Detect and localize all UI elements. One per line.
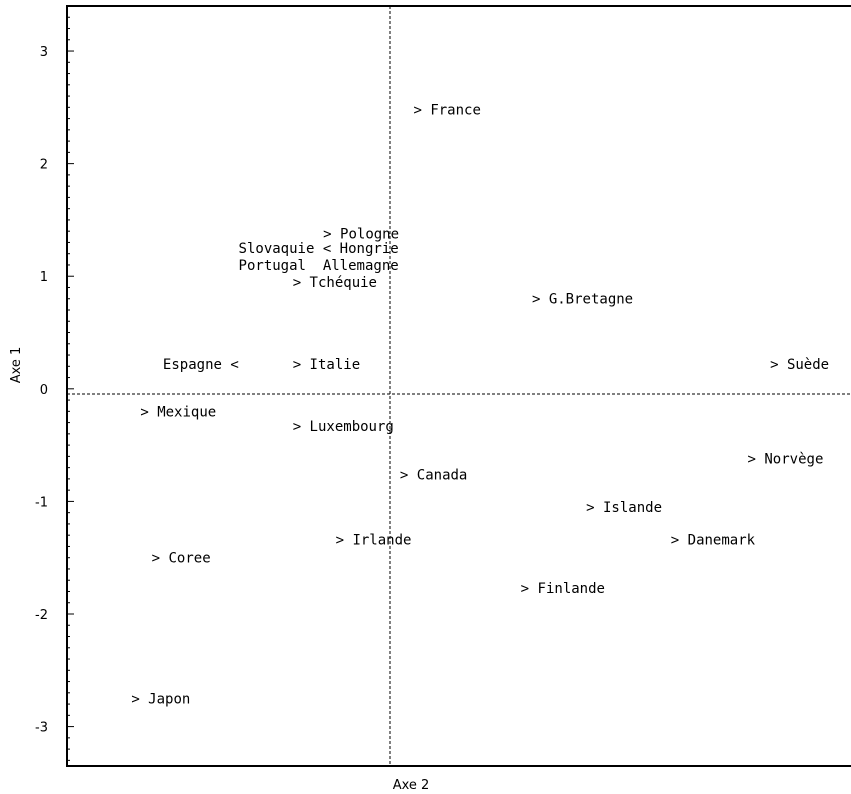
point-label: > France xyxy=(413,103,480,119)
point-label: > Irlande xyxy=(336,533,412,549)
point-label: > Canada xyxy=(400,467,467,483)
y-tick-label: -1 xyxy=(35,495,48,510)
x-axis-title: Axe 2 xyxy=(393,778,430,793)
point-label: > Finlande xyxy=(521,581,605,597)
y-axis-ticks: 3 2 1 0 -1 -2 -3 xyxy=(35,5,74,761)
y-tick-label: 0 xyxy=(40,383,48,398)
y-axis-title: Axe 1 xyxy=(9,347,24,384)
point-label: > Italie xyxy=(293,357,360,373)
y-tick-label: 1 xyxy=(40,270,48,285)
point-label: > Japon xyxy=(131,691,190,707)
y-tick-label: -2 xyxy=(35,608,48,623)
point-label: > Suède xyxy=(770,357,829,373)
y-tick-label: 3 xyxy=(40,45,48,60)
point-label: Slovaquie < Hongrie xyxy=(239,241,399,257)
point-label: Portugal Allemagne xyxy=(239,258,399,274)
point-label: > Tchéquie xyxy=(293,275,377,291)
point-label: > Danemark xyxy=(671,533,756,549)
point-label: > Mexique xyxy=(140,404,216,420)
plot-frame xyxy=(66,5,851,767)
point-label: Espagne < xyxy=(163,357,239,373)
point-label: > Norvège xyxy=(748,452,824,468)
point-label: > Coree xyxy=(152,551,211,567)
point-label: > Luxembourg xyxy=(293,419,394,435)
point-label: > Pologne xyxy=(323,226,399,242)
point-label: > G.Bretagne xyxy=(532,292,633,308)
y-tick-label: 2 xyxy=(40,158,48,173)
y-tick-label: -3 xyxy=(35,721,48,736)
point-label: > Islande xyxy=(586,500,662,516)
